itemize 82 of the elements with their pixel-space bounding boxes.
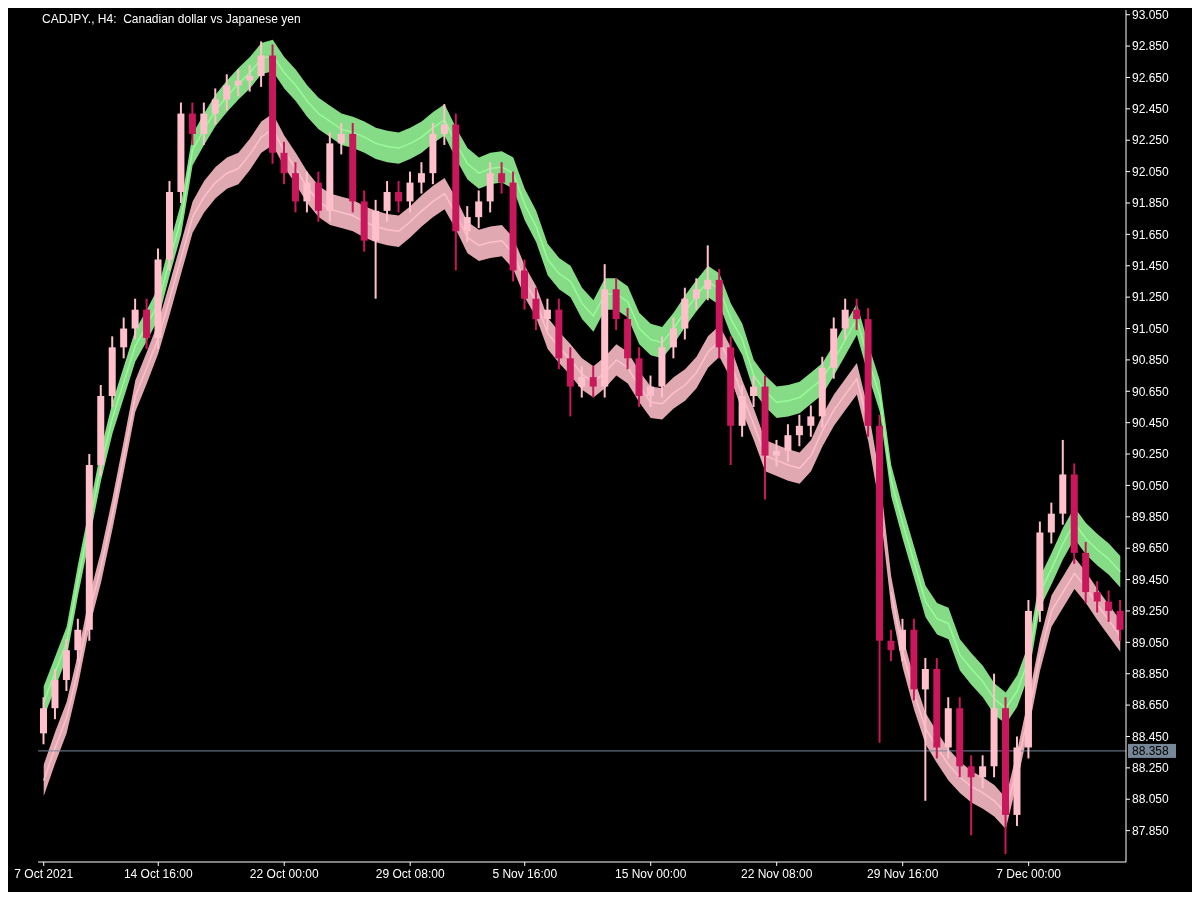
y-tick-label: 89.650 [1132,541,1170,556]
y-tick-label: 88.850 [1132,666,1170,681]
candlestick [1116,598,1124,642]
candlestick [280,140,288,186]
candlestick [498,161,506,195]
x-tick-label: 14 Oct 16:00 [123,867,193,881]
candlestick [257,40,265,88]
candlestick [74,617,82,663]
y-tick-label: 89.450 [1132,572,1170,587]
candlestick [406,170,414,214]
candlestick [841,297,849,341]
y-tick-label: 88.450 [1132,729,1170,744]
y-tick-label: 90.250 [1132,447,1170,462]
candlestick [921,657,929,802]
y-tick-label: 90.850 [1132,353,1170,368]
y-tick-label: 92.450 [1132,102,1170,117]
y-tick-label: 91.250 [1132,290,1170,305]
y-tick-label: 90.450 [1132,415,1170,430]
candlestick [578,365,586,399]
candlestick [188,101,196,146]
candlestick [887,628,895,663]
candlestick [589,365,597,399]
candlestick [979,754,987,790]
candlestick [669,316,677,360]
y-tick-label: 91.650 [1132,227,1170,242]
candlestick [795,413,803,448]
candlestick [692,277,700,311]
chart-title: CADJPY., H4: Canadian dollar vs Japanese yen [42,12,301,26]
candlestick [807,404,815,438]
candlestick [1047,501,1055,545]
y-tick-label: 90.050 [1132,478,1170,493]
y-tick-label: 91.450 [1132,259,1170,274]
x-tick-label: 5 Nov 16:00 [492,867,558,881]
y-tick-label: 93.050 [1132,7,1170,22]
candlestick [853,297,861,332]
candlestick [704,244,712,302]
candlestick [772,438,780,468]
candlestick [898,617,906,663]
candlestick [395,180,403,214]
candlestick [646,374,654,408]
x-tick-label: 29 Nov 16:00 [866,867,939,881]
x-tick-label: 29 Oct 08:00 [375,867,445,881]
candlestick [303,170,311,214]
x-tick-label: 15 Nov 00:00 [615,867,687,881]
candlestick [417,161,425,195]
candlestick [1093,580,1101,614]
candlestick [200,101,208,146]
candlestick [463,205,471,244]
y-tick-label: 88.050 [1132,792,1170,807]
y-tick-label: 92.250 [1132,133,1170,148]
candlestick [383,180,391,223]
y-tick-label: 89.850 [1132,510,1170,525]
candlestick [211,87,219,126]
y-tick-label: 88.250 [1132,761,1170,776]
ref-line-label: 88.358 [1132,743,1170,758]
y-tick-label: 89.050 [1132,635,1170,650]
y-tick-label: 92.850 [1132,39,1170,54]
candlestick [784,423,792,463]
candlestick [223,73,231,112]
y-tick-label: 87.850 [1132,823,1170,838]
candlestick [543,297,551,332]
candlestick [967,754,975,837]
candlestick [246,63,254,93]
y-tick-label: 89.250 [1132,604,1170,619]
candlestick [532,286,540,332]
candlestick [475,189,483,230]
y-tick-label: 88.650 [1132,698,1170,713]
x-tick-label: 7 Oct 2021 [14,867,74,881]
candlestick [440,103,448,146]
x-tick-label: 7 Dec 00:00 [996,867,1062,881]
candlestick [120,316,128,360]
candlestick [131,297,139,341]
y-tick-label: 92.050 [1132,164,1170,179]
x-tick-label: 22 Oct 00:00 [249,867,319,881]
y-tick-label: 90.650 [1132,384,1170,399]
y-tick-label: 92.650 [1132,70,1170,85]
candlestick [750,374,758,408]
x-tick-label: 22 Nov 08:00 [741,867,813,881]
y-tick-label: 91.050 [1132,321,1170,336]
candlestick [1105,589,1113,623]
candlestick [337,121,345,156]
y-tick-label: 91.850 [1132,196,1170,211]
